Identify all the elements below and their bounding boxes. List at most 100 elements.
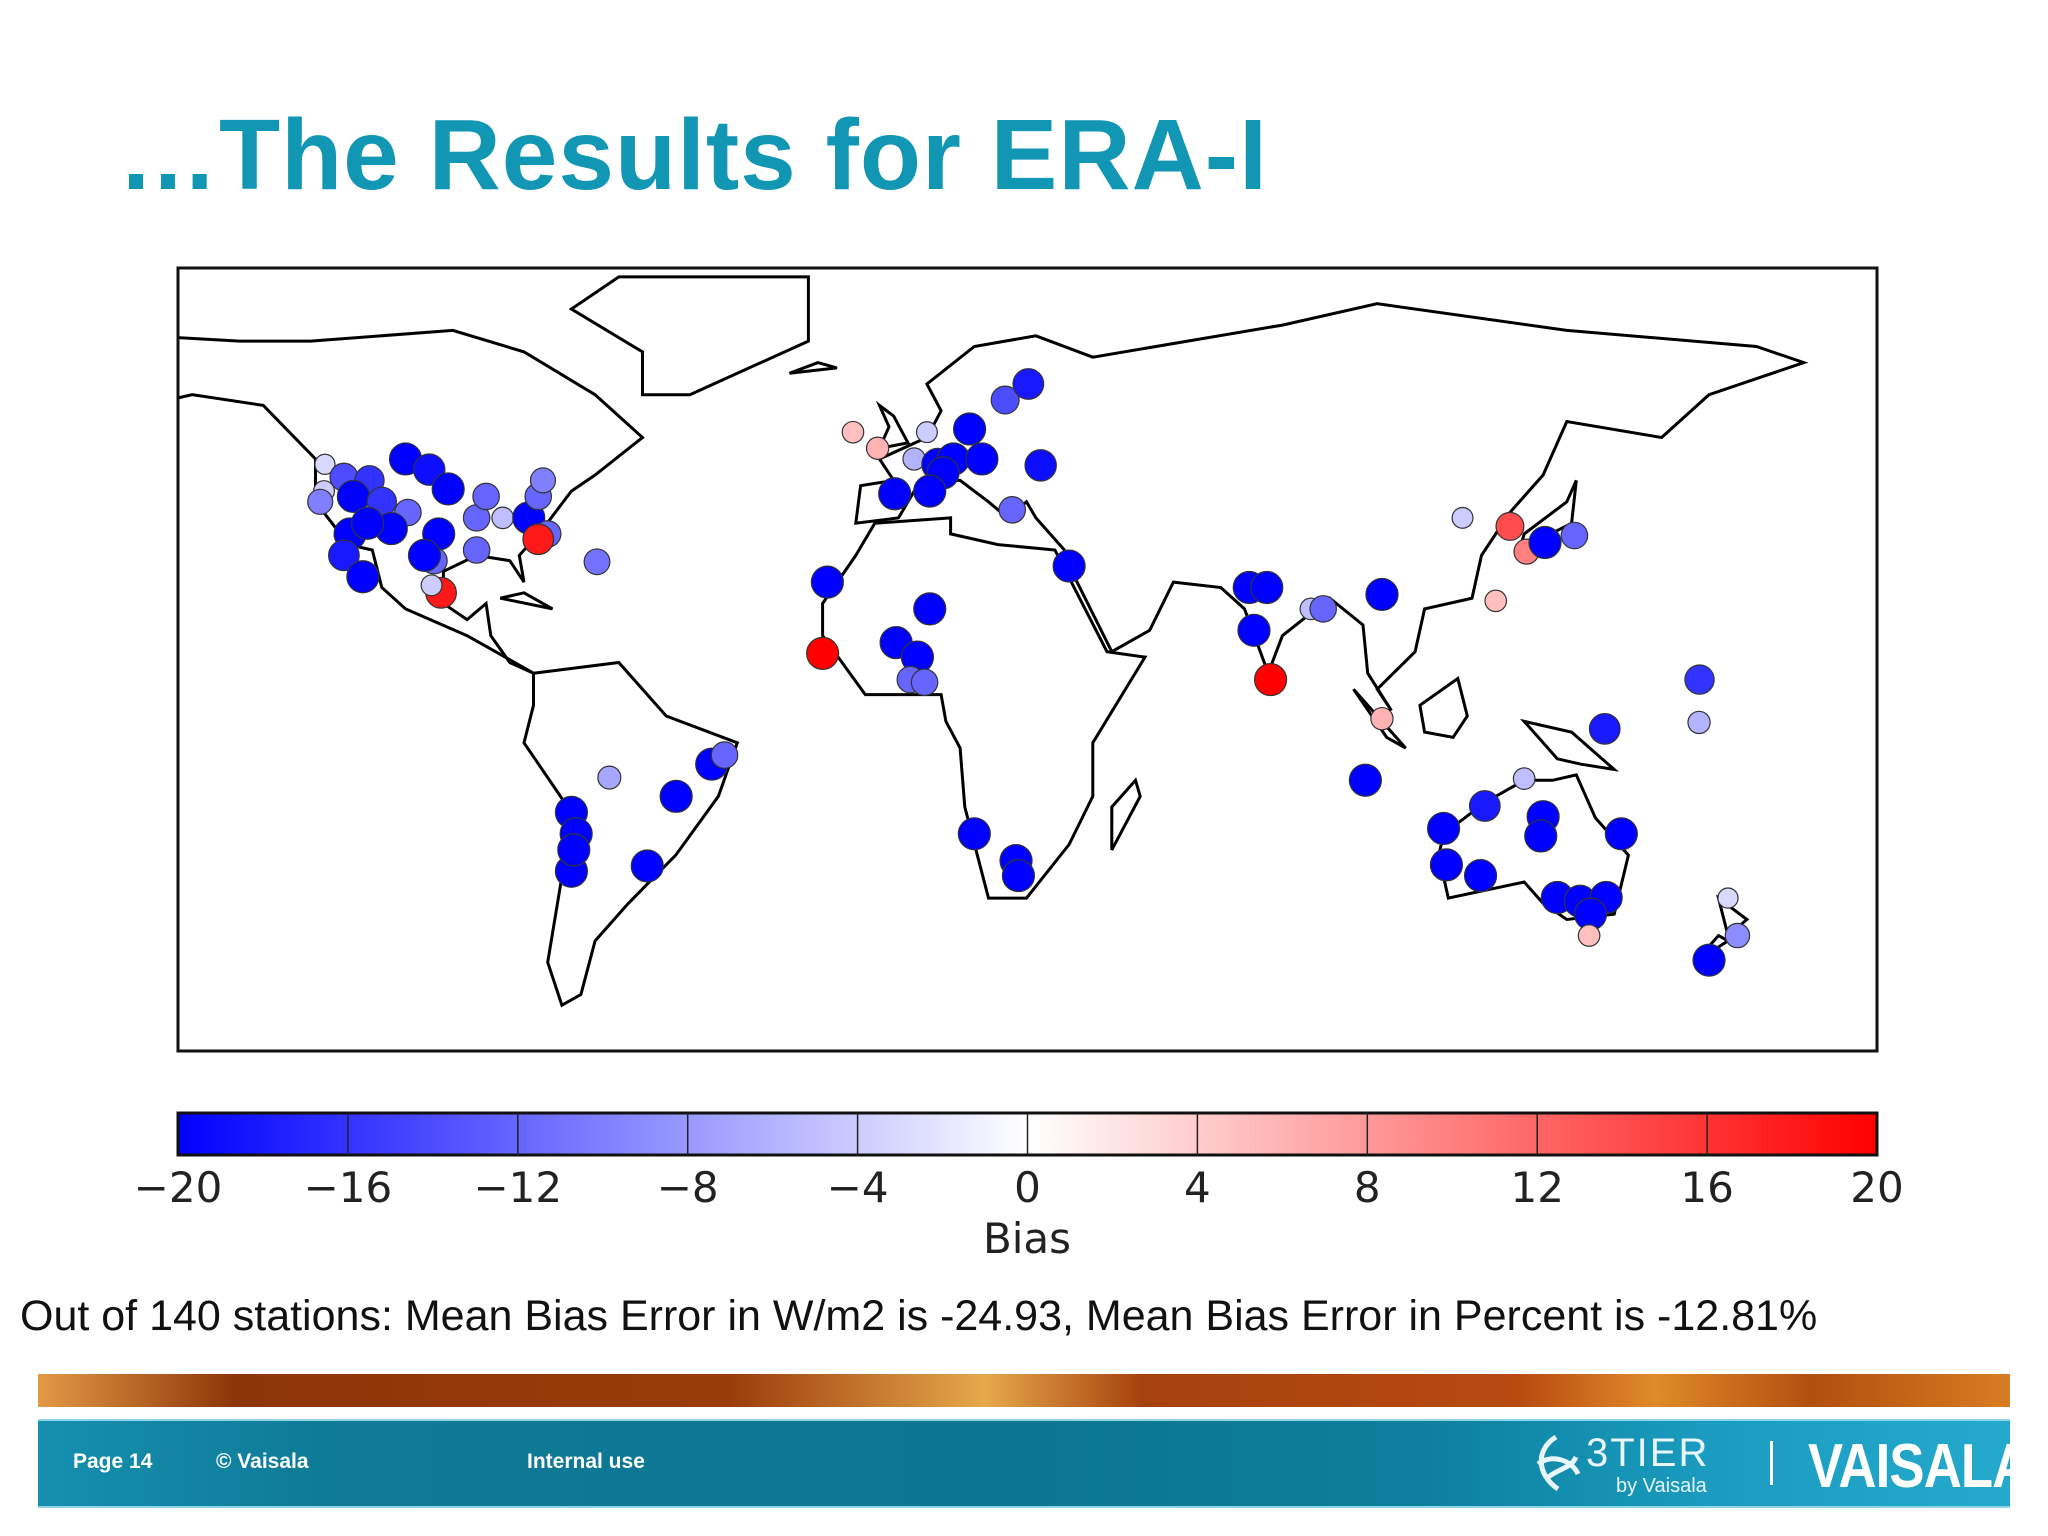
station-marker <box>1560 521 1589 550</box>
station-marker <box>1426 811 1461 846</box>
landmass-outline <box>854 302 1809 712</box>
station-marker <box>1604 817 1638 851</box>
station-marker <box>810 565 844 599</box>
station-marker <box>1253 662 1288 697</box>
station-marker <box>865 436 890 460</box>
3tier-logo-text: 3TIER <box>1586 1431 1710 1475</box>
colorbar-label: Bias <box>983 1214 1071 1263</box>
station-marker <box>1717 887 1739 909</box>
station-marker <box>597 765 622 790</box>
station-marker <box>583 548 611 576</box>
station-marker <box>965 442 999 476</box>
station-marker <box>1429 848 1464 882</box>
vaisala-logo: VAISALA <box>1808 1432 2030 1501</box>
station-marker <box>878 477 912 511</box>
station-marker <box>841 420 865 444</box>
station-marker <box>1012 368 1045 400</box>
station-marker <box>307 488 334 515</box>
colorbar-tick-label: 20 <box>1850 1163 1903 1212</box>
station-marker <box>957 817 991 851</box>
station-marker <box>1451 506 1474 529</box>
station-marker <box>1687 710 1711 735</box>
copyright: © Vaisala <box>216 1450 309 1473</box>
station-marker <box>407 538 442 572</box>
landmass-outline <box>1110 777 1142 851</box>
station-marker <box>328 539 360 572</box>
station-marker <box>472 482 500 511</box>
colorbar-tick-label: 4 <box>1184 1163 1211 1212</box>
landmass-outline <box>1519 718 1620 772</box>
station-marker <box>1463 858 1498 893</box>
colorbar-tick-label: 0 <box>1014 1163 1041 1212</box>
station-marker <box>1528 525 1562 560</box>
colorbar-tick-label: −20 <box>134 1163 223 1212</box>
station-marker <box>630 849 664 883</box>
colorbar-tick-label: 8 <box>1354 1163 1381 1212</box>
summary-text: Out of 140 stations: Mean Bias Error in … <box>20 1292 1818 1340</box>
landmass-outline <box>499 591 554 611</box>
landmass-outline <box>568 275 810 397</box>
station-marker <box>1468 790 1501 822</box>
colorbar-tick-label: 12 <box>1510 1163 1563 1212</box>
slide-title: …The Results for ERA-I <box>118 99 1268 211</box>
station-marker <box>1512 767 1536 791</box>
station-marker <box>1001 858 1036 893</box>
station-marker <box>659 779 693 813</box>
station-marker <box>1684 664 1715 695</box>
station-marker <box>910 668 939 697</box>
landmass-outline <box>1418 676 1469 740</box>
station-marker <box>346 560 380 594</box>
station-marker <box>314 453 336 475</box>
station-marker <box>1309 595 1337 623</box>
station-marker <box>1692 943 1726 977</box>
station-marker <box>1524 819 1558 853</box>
station-marker <box>1024 449 1057 482</box>
station-marker <box>522 523 555 556</box>
colorbar-tick-label: −4 <box>827 1163 889 1212</box>
station-marker <box>1724 922 1751 949</box>
colorbar: −20 −16 −12 −8 −4 0 4 8 12 16 20 Bias <box>134 1111 1904 1263</box>
station-marker <box>1577 924 1601 947</box>
station-marker <box>1237 613 1271 647</box>
logo-divider <box>1770 1441 1773 1485</box>
colorbar-tick-label: −16 <box>304 1163 393 1212</box>
bias-map: −20 −16 −12 −8 −4 0 4 8 12 16 20 Bias <box>134 266 1904 1263</box>
colorbar-tick-label: −12 <box>473 1163 562 1212</box>
station-marker <box>351 506 385 540</box>
station-marker <box>1588 712 1621 745</box>
classification: Internal use <box>527 1450 645 1473</box>
station-marker <box>1484 589 1508 613</box>
colorbar-tick-label: 16 <box>1680 1163 1733 1212</box>
station-marker <box>529 467 557 494</box>
page-number: Page 14 <box>73 1450 153 1473</box>
3tier-swirl-icon <box>1536 1434 1581 1492</box>
station-marker <box>913 592 947 626</box>
station-marker <box>491 506 515 530</box>
3tier-logo: 3TIER by Vaisala <box>1526 1429 1707 1504</box>
station-marker <box>990 385 1020 415</box>
3tier-logo-sub: by Vaisala <box>1616 1475 1707 1497</box>
landmass-outline <box>821 516 1148 900</box>
landmass-outline <box>788 361 838 375</box>
station-marker <box>915 421 938 444</box>
station-marker <box>1365 577 1399 612</box>
station-marker <box>1250 570 1284 605</box>
station-marker <box>431 472 465 506</box>
map-border <box>176 266 1879 1053</box>
landmass-outline <box>522 660 740 1008</box>
station-marker <box>710 741 739 769</box>
landmass-outline <box>875 400 911 451</box>
station-marker <box>1370 706 1394 731</box>
station-marker <box>420 574 443 597</box>
station-marker <box>952 412 987 446</box>
station-marker <box>462 536 491 564</box>
footer-decor-band <box>38 1374 2010 1407</box>
footer-bar: Page 14 © Vaisala Internal use 3TIER by … <box>38 1419 2030 1508</box>
station-marker <box>1052 549 1086 583</box>
station-marker <box>1348 763 1382 797</box>
station-marker <box>806 636 840 670</box>
colorbar-tick-label: −8 <box>657 1163 719 1212</box>
station-markers <box>307 368 1751 977</box>
station-marker <box>998 496 1027 524</box>
station-marker <box>557 833 591 867</box>
